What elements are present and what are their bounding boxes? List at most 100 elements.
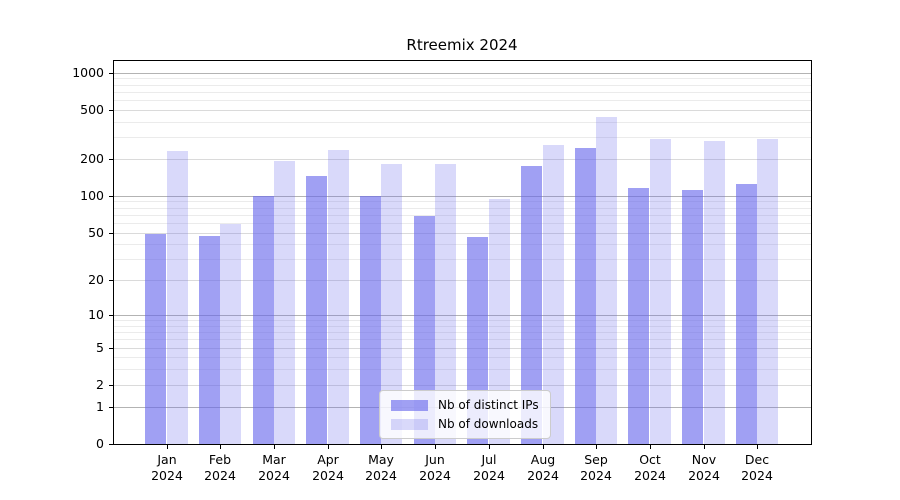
y-tick: [109, 73, 113, 74]
y-tick: [109, 348, 113, 349]
x-tick-label-jun: Jun 2024: [419, 452, 451, 483]
x-tick: [489, 445, 490, 449]
x-tick-label-nov: Nov 2024: [688, 452, 720, 483]
y-tick-label: 1: [96, 399, 104, 414]
x-tick-label-oct: Oct 2024: [634, 452, 666, 483]
y-tick: [109, 407, 113, 408]
minor-gridline: [114, 348, 811, 349]
bar-distinct-ips-mar: [253, 196, 274, 444]
minor-gridline: [114, 244, 811, 245]
legend-row-distinct-ips: Nb of distinct IPs: [391, 398, 539, 412]
bar-downloads-mar: [274, 161, 295, 444]
legend: Nb of distinct IPs Nb of downloads: [379, 390, 551, 439]
legend-label-downloads: Nb of downloads: [438, 417, 539, 431]
chart-title: Rtreemix 2024: [406, 36, 518, 54]
minor-gridline: [114, 122, 811, 123]
x-tick: [435, 445, 436, 449]
x-tick-label-aug: Aug 2024: [527, 452, 559, 483]
minor-gridline: [114, 339, 811, 340]
minor-gridline: [114, 357, 811, 358]
minor-gridline: [114, 280, 811, 281]
bar-downloads-jul: [489, 199, 510, 444]
y-tick: [109, 444, 113, 445]
x-tick-label-dec: Dec 2024: [741, 452, 773, 483]
minor-gridline: [114, 385, 811, 386]
minor-gridline: [114, 92, 811, 93]
legend-row-downloads: Nb of downloads: [391, 417, 539, 431]
x-tick-label-mar: Mar 2024: [258, 452, 290, 483]
x-tick: [328, 445, 329, 449]
x-tick-label-feb: Feb 2024: [204, 452, 236, 483]
x-tick: [167, 445, 168, 449]
bar-downloads-feb: [220, 224, 241, 444]
distinct-ips-swatch-icon: [391, 399, 428, 411]
minor-gridline: [114, 259, 811, 260]
minor-gridline: [114, 326, 811, 327]
bar-distinct-ips-may: [360, 196, 381, 444]
x-tick: [543, 445, 544, 449]
plot-top-spine: [113, 60, 812, 61]
bar-distinct-ips-nov: [682, 190, 703, 444]
x-tick: [596, 445, 597, 449]
bar-downloads-may: [381, 164, 402, 444]
plot-right-spine: [811, 60, 812, 445]
bar-downloads-jan: [167, 151, 188, 444]
x-tick-label-apr: Apr 2024: [312, 452, 344, 483]
minor-gridline: [114, 320, 811, 321]
bar-downloads-nov: [704, 141, 725, 444]
y-tick-label: 1000: [72, 65, 104, 80]
major-gridline: [114, 196, 811, 197]
x-tick-label-sep: Sep 2024: [580, 452, 612, 483]
y-tick: [109, 315, 113, 316]
bar-distinct-ips-jun: [414, 216, 435, 444]
bar-distinct-ips-jan: [145, 234, 166, 444]
y-tick-label: 500: [80, 102, 104, 117]
y-tick: [109, 159, 113, 160]
x-tick: [650, 445, 651, 449]
y-tick: [109, 233, 113, 234]
y-tick-label: 10: [88, 307, 104, 322]
x-tick-label-may: May 2024: [365, 452, 397, 483]
bar-distinct-ips-apr: [306, 176, 327, 444]
x-tick: [274, 445, 275, 449]
minor-gridline: [114, 369, 811, 370]
bar-distinct-ips-feb: [199, 236, 220, 444]
minor-gridline: [114, 233, 811, 234]
minor-gridline: [114, 137, 811, 138]
minor-gridline: [114, 332, 811, 333]
bar-distinct-ips-aug: [521, 166, 542, 444]
y-tick-label: 0: [96, 436, 104, 451]
y-tick-label: 5: [96, 340, 104, 355]
y-tick-label: 20: [88, 272, 104, 287]
bar-downloads-oct: [650, 139, 671, 444]
bar-downloads-apr: [328, 150, 349, 444]
y-tick-label: 100: [80, 188, 104, 203]
y-tick-label: 2: [96, 377, 104, 392]
minor-gridline: [114, 215, 811, 216]
minor-gridline: [114, 110, 811, 111]
minor-gridline: [114, 201, 811, 202]
x-tick: [220, 445, 221, 449]
bar-distinct-ips-dec: [736, 184, 757, 444]
y-tick-label: 50: [88, 225, 104, 240]
x-tick: [757, 445, 758, 449]
bar-downloads-dec: [757, 139, 778, 444]
minor-gridline: [114, 78, 811, 79]
minor-gridline: [114, 208, 811, 209]
bar-distinct-ips-oct: [628, 188, 649, 444]
legend-label-distinct-ips: Nb of distinct IPs: [438, 398, 539, 412]
major-gridline: [114, 315, 811, 316]
x-axis-spine: [113, 444, 812, 445]
x-tick: [704, 445, 705, 449]
y-tick: [109, 385, 113, 386]
major-gridline: [114, 73, 811, 74]
y-tick: [109, 196, 113, 197]
x-tick: [381, 445, 382, 449]
downloads-swatch-icon: [391, 418, 428, 430]
y-axis-spine: [113, 60, 114, 445]
x-tick-label-jan: Jan 2024: [151, 452, 183, 483]
y-tick: [109, 110, 113, 111]
minor-gridline: [114, 223, 811, 224]
y-tick: [109, 280, 113, 281]
